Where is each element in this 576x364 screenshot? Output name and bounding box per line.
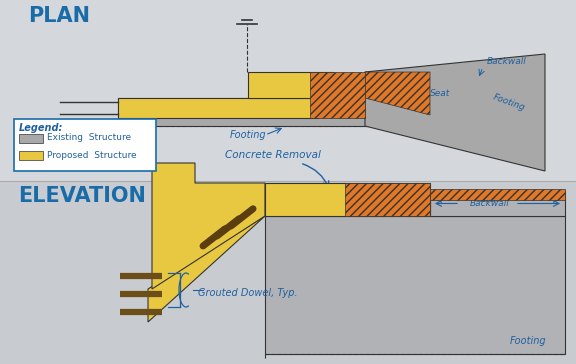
Text: Backwall: Backwall (487, 57, 526, 66)
Bar (19, 134, 43, 143)
Polygon shape (118, 98, 370, 126)
Text: Footing: Footing (510, 336, 547, 346)
Bar (265, 183, 430, 216)
Polygon shape (365, 72, 430, 115)
Text: Footing: Footing (492, 93, 526, 113)
Text: PLAN: PLAN (28, 6, 90, 26)
Bar (265, 216, 565, 354)
Polygon shape (148, 216, 265, 322)
Text: Existing  Structure: Existing Structure (47, 134, 131, 142)
Bar (19, 151, 43, 160)
Bar (345, 183, 430, 216)
Text: Grouted Dowel, Typ.: Grouted Dowel, Typ. (198, 288, 298, 298)
Text: Seat: Seat (430, 89, 450, 98)
Bar (430, 189, 565, 200)
Bar (248, 72, 333, 98)
FancyBboxPatch shape (14, 119, 156, 171)
Text: Backwall: Backwall (470, 199, 510, 208)
Bar (0, 181, 576, 364)
Bar (118, 98, 318, 118)
Polygon shape (152, 163, 265, 289)
Bar (430, 191, 565, 216)
Bar (0, 0, 576, 181)
Text: Seat: Seat (480, 195, 500, 204)
Text: Proposed  Structure: Proposed Structure (47, 150, 137, 159)
Bar (310, 72, 365, 118)
Text: ELEVATION: ELEVATION (18, 186, 146, 206)
Text: Footing: Footing (230, 130, 266, 140)
Text: Legend:: Legend: (19, 123, 63, 133)
Text: Concrete Removal: Concrete Removal (225, 150, 321, 160)
Polygon shape (365, 54, 545, 171)
